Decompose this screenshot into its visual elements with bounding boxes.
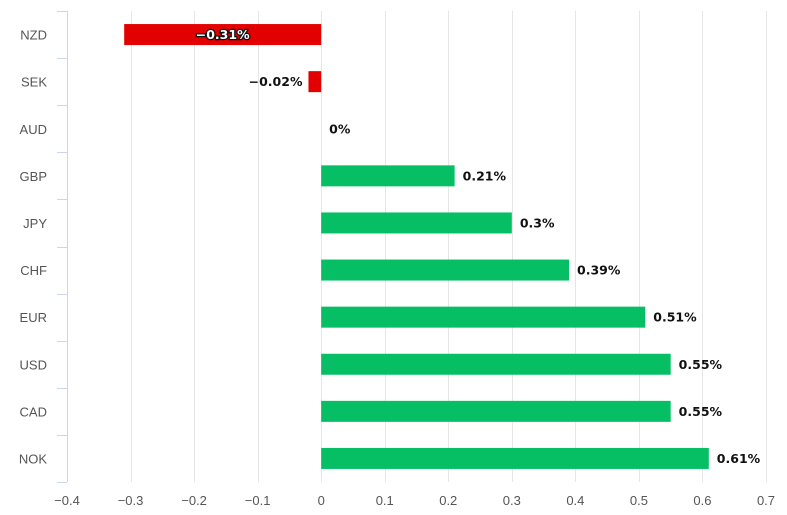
x-tick-label: 0.5 — [630, 493, 648, 508]
bar — [321, 306, 646, 328]
category-label: CAD — [20, 404, 47, 419]
x-tick-label: −0.3 — [118, 493, 144, 508]
bar — [321, 353, 671, 375]
x-tick-label: −0.1 — [245, 493, 271, 508]
bar — [321, 447, 709, 469]
category-label: USD — [20, 357, 47, 372]
label-layer: −0.31% −0.02% 0% 0.21% 0.3% 0.39% 0.51% 0.55% 0.… — [194, 26, 761, 466]
x-tick-label: 0.6 — [693, 493, 711, 508]
bar — [124, 24, 322, 46]
data-label: −0.02% — [249, 74, 303, 89]
data-label: 0.51% — [653, 310, 697, 325]
bar — [321, 400, 671, 422]
data-label: 0.61% — [717, 451, 761, 466]
axis-layer: −0.4 −0.3 −0.2 −0.1 0 0.1 0.2 0.3 0.4 0.5 0.6 0.7 NZ… — [19, 11, 775, 508]
x-tick-label: 0.3 — [503, 493, 521, 508]
data-label: 0.55% — [679, 404, 723, 419]
x-tick-label: −0.4 — [54, 493, 80, 508]
bar-layer — [124, 24, 709, 469]
category-label: CHF — [20, 263, 47, 278]
data-label: 0.21% — [463, 168, 507, 183]
data-label: 0% — [329, 121, 351, 136]
x-tick-label: 0.7 — [757, 493, 775, 508]
category-label: GBP — [20, 169, 47, 184]
x-tick-label: −0.2 — [181, 493, 207, 508]
category-label: NZD — [20, 28, 47, 43]
data-label: 0.39% — [577, 263, 621, 278]
x-tick-label: 0.2 — [439, 493, 457, 508]
data-label: 0.3% — [520, 215, 555, 230]
category-label: SEK — [21, 75, 47, 90]
category-label: NOK — [19, 451, 48, 466]
bar — [321, 165, 455, 187]
bar — [321, 212, 512, 234]
category-label: JPY — [23, 216, 47, 231]
bar — [321, 259, 570, 281]
x-tick-label: 0.4 — [566, 493, 584, 508]
bar — [308, 71, 322, 93]
category-label: AUD — [20, 122, 47, 137]
category-label: EUR — [20, 310, 47, 325]
data-label: 0.55% — [679, 357, 723, 372]
x-tick-label: 0.1 — [376, 493, 394, 508]
data-label: −0.31% — [196, 27, 250, 42]
x-tick-label: 0 — [318, 493, 325, 508]
